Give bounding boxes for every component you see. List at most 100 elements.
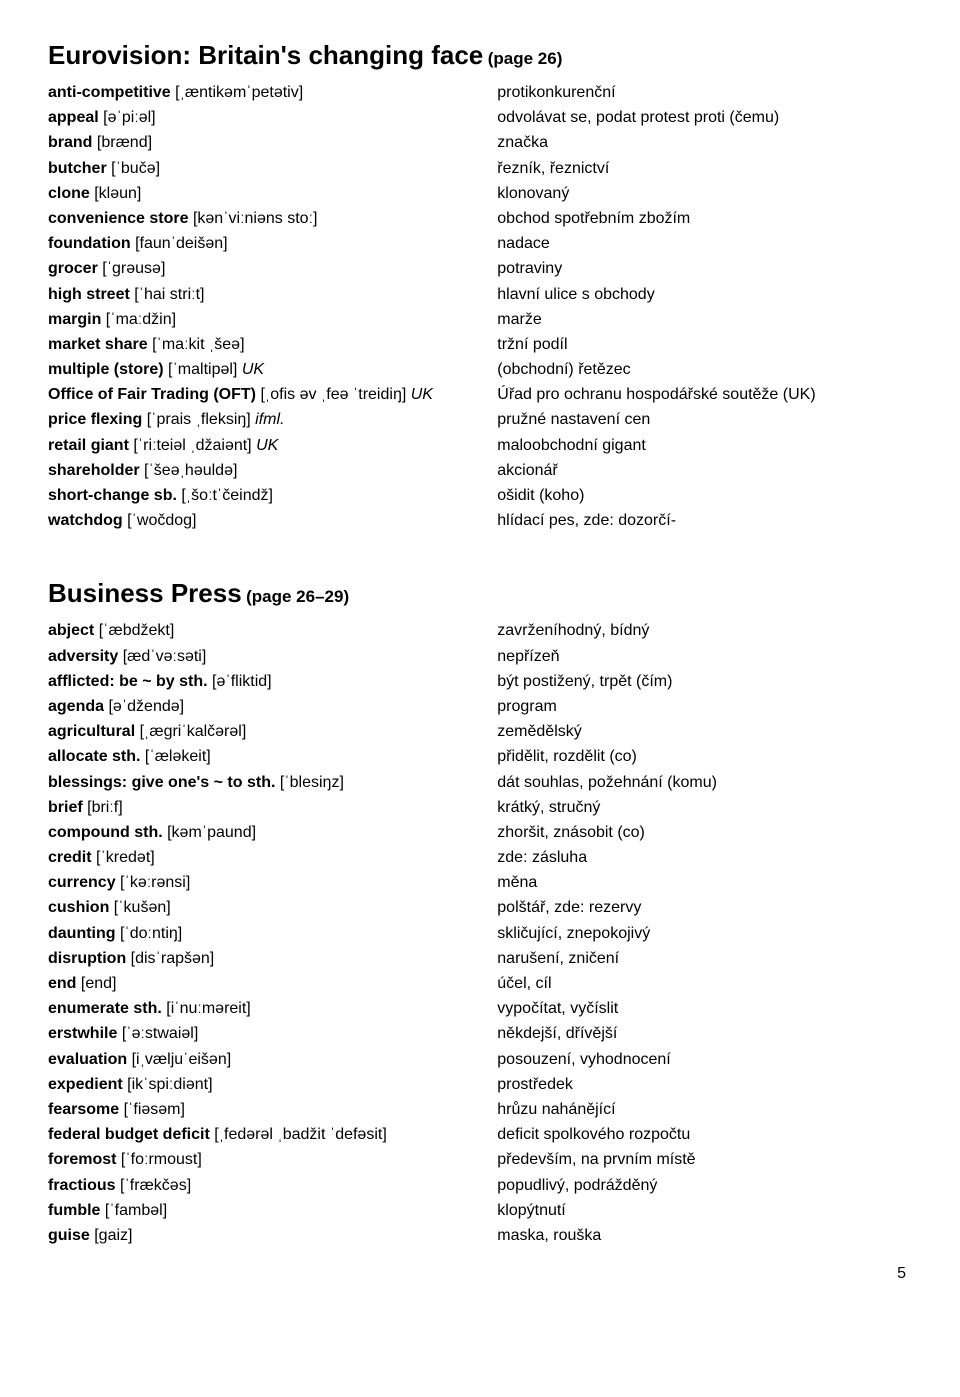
vocab-entry: afflicted: be ~ by sth. [əˈfliktid]být p… [48,670,912,693]
entry-left: fractious [ˈfrækčəs] [48,1174,497,1197]
vocab-entry: enumerate sth. [iˈnuːməreit]vypočítat, v… [48,997,912,1020]
vocab-entry: multiple (store) [ˈmaltipəl] UK(obchodní… [48,358,912,381]
entry-pronunciation: [brænd] [97,134,152,151]
section2-header: Business Press (page 26–29) [48,578,912,609]
entry-term: afflicted: be ~ by sth. [48,673,212,690]
entry-pronunciation: [ˌfedərəl ˌbadžit ˈdefəsit] [214,1126,387,1143]
entry-pronunciation: [faunˈdeišən] [135,235,228,252]
vocab-entry: brand [brænd] značka [48,131,912,154]
entry-left: anti-competitive [ˌæntikəmˈpetətiv] [48,81,497,104]
entry-pronunciation: [ˌæntikəmˈpetətiv] [175,84,303,101]
entry-term: shareholder [48,462,144,479]
entry-term: guise [48,1227,94,1244]
entry-term: adversity [48,648,123,665]
entry-translation: narušení, zničení [497,947,912,970]
entry-left: foundation [faunˈdeišən] [48,232,497,255]
vocab-entry: disruption [disˈrapšən] narušení, zničení [48,947,912,970]
entry-translation: účel, cíl [497,972,912,995]
vocab-entry: anti-competitive [ˌæntikəmˈpetətiv]proti… [48,81,912,104]
vocab-entry: expedient [ikˈspiːdiənt]prostředek [48,1073,912,1096]
vocab-entry: allocate sth. [ˈæləkeit]přidělit, rozděl… [48,745,912,768]
entry-translation: ošidit (koho) [497,484,912,507]
entry-term: brief [48,799,87,816]
entry-pronunciation: [ˌofis əv ˌfeə ˈtreidiŋ] [260,386,406,403]
entry-left: federal budget deficit [ˌfedərəl ˌbadžit… [48,1123,497,1146]
entry-left: margin [ˈmaːdžin] [48,308,497,331]
vocab-entry: convenience store [kənˈviːniəns stoː]obc… [48,207,912,230]
entry-pronunciation: [ˈriːteiəl ˌdžaiənt] [133,437,251,454]
entry-left: enumerate sth. [iˈnuːməreit] [48,997,497,1020]
entry-term: erstwhile [48,1025,122,1042]
entry-translation: obchod spotřebním zbožím [497,207,912,230]
entry-pronunciation: [ˈfoːrmoust] [121,1151,202,1168]
section1-page: (page 26) [488,49,563,68]
entry-left: adversity [ædˈvəːsəti] [48,645,497,668]
vocab-entry: agenda [əˈdžendə]program [48,695,912,718]
entry-left: afflicted: be ~ by sth. [əˈfliktid] [48,670,497,693]
vocab-entry: evaluation [iˌvæljuˈeišən]posouzení, vyh… [48,1048,912,1071]
entry-left: guise [gaiz] [48,1224,497,1247]
entry-translation: dát souhlas, požehnání (komu) [497,771,912,794]
vocab-entry: foremost [ˈfoːrmoust]především, na první… [48,1148,912,1171]
entry-note: UK [406,386,433,403]
entry-left: blessings: give one's ~ to sth. [ˈblesiŋ… [48,771,497,794]
entry-pronunciation: [əˈpiːəl] [103,109,155,126]
entry-term: multiple (store) [48,361,168,378]
vocab-entry: fractious [ˈfrækčəs]popudlivý, podrážděn… [48,1174,912,1197]
entry-left: compound sth. [kəmˈpaund] [48,821,497,844]
entry-left: agricultural [ˌægriˈkalčərəl] [48,720,497,743]
entry-translation: popudlivý, podrážděný [497,1174,912,1197]
entry-term: cushion [48,899,114,916]
entry-pronunciation: [ˈæləkeit] [145,748,211,765]
entry-translation: být postižený, trpět (čím) [497,670,912,693]
entry-pronunciation: [ˈblesiŋz] [280,774,344,791]
vocab-entry: appeal [əˈpiːəl]odvolávat se, podat prot… [48,106,912,129]
entry-left: convenience store [kənˈviːniəns stoː] [48,207,497,230]
entry-translation: měna [497,871,912,894]
entry-pronunciation: [ˈəːstwaiəl] [122,1025,198,1042]
entry-translation: marže [497,308,912,331]
entry-left: allocate sth. [ˈæləkeit] [48,745,497,768]
entry-translation: především, na prvním místě [497,1148,912,1171]
section1-header: Eurovision: Britain's changing face (pag… [48,40,912,71]
entry-pronunciation: [iˈnuːməreit] [166,1000,250,1017]
entry-term: currency [48,874,120,891]
vocab-entry: foundation [faunˈdeišən]nadace [48,232,912,255]
entry-pronunciation: [ˈæbdžekt] [99,622,175,639]
entry-pronunciation: [briːf] [87,799,123,816]
entry-pronunciation: [end] [81,975,117,992]
entry-translation: nadace [497,232,912,255]
vocab-entry: grocer [ˈgrəusə]potraviny [48,257,912,280]
entry-pronunciation: [əˈfliktid] [212,673,272,690]
entry-pronunciation: [ˈfambəl] [105,1202,167,1219]
entry-left: watchdog [ˈwočdog] [48,509,497,532]
entry-term: end [48,975,81,992]
entry-left: daunting [ˈdoːntiŋ] [48,922,497,945]
entry-pronunciation: [disˈrapšən] [131,950,215,967]
entry-pronunciation: [ˈkredət] [96,849,155,866]
entry-note: UK [237,361,264,378]
vocab-entry: adversity [ædˈvəːsəti]nepřízeň [48,645,912,668]
entry-translation: značka [497,131,912,154]
entry-translation: tržní podíl [497,333,912,356]
entry-translation: posouzení, vyhodnocení [497,1048,912,1071]
entry-translation: pružné nastavení cen [497,408,912,431]
vocab-entry: short-change sb. [ˌšoːtˈčeindž]ošidit (k… [48,484,912,507]
entry-left: evaluation [iˌvæljuˈeišən] [48,1048,497,1071]
entry-term: allocate sth. [48,748,145,765]
vocab-entry: fearsome [ˈfiəsəm]hrůzu nahánějící [48,1098,912,1121]
entry-translation: řezník, řeznictví [497,157,912,180]
entry-pronunciation: [kəmˈpaund] [167,824,256,841]
entry-term: disruption [48,950,131,967]
entry-pronunciation: [ˈkəːrənsi] [120,874,190,891]
entry-translation: akcionář [497,459,912,482]
entry-term: brand [48,134,97,151]
vocab-entry: Office of Fair Trading (OFT) [ˌofis əv ˌ… [48,383,912,406]
vocab-entry: agricultural [ˌægriˈkalčərəl]zemědělský [48,720,912,743]
entry-term: high street [48,286,134,303]
entry-note: ifml. [251,411,285,428]
entry-term: market share [48,336,152,353]
entry-left: abject [ˈæbdžekt] [48,619,497,642]
entry-pronunciation: [ˈfrækčəs] [120,1177,191,1194]
entry-term: grocer [48,260,102,277]
